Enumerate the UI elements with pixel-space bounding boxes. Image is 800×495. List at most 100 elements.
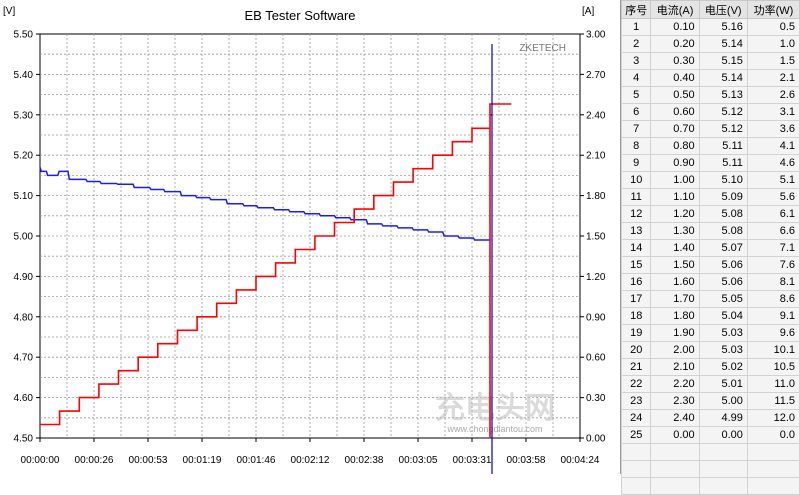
row-voltage: 5.00 — [698, 392, 748, 410]
table-row[interactable] — [620, 443, 800, 461]
header-voltage[interactable]: 电压(V) — [698, 0, 748, 19]
table-row[interactable]: 2 0.20 5.14 1.0 — [620, 35, 800, 53]
table-row[interactable]: 5 0.50 5.13 2.6 — [620, 86, 800, 104]
table-row[interactable]: 24 2.40 4.99 12.0 — [620, 409, 800, 427]
y-right-tick-label: 2.70 — [586, 70, 606, 81]
table-row[interactable]: 15 1.50 5.06 7.6 — [620, 256, 800, 274]
row-voltage — [698, 477, 748, 495]
row-voltage — [698, 443, 748, 461]
row-power: 5.1 — [746, 171, 800, 189]
row-voltage: 5.16 — [698, 18, 748, 36]
table-header-row: 序号 电流(A) 电压(V) 功率(W) — [620, 0, 800, 19]
y-right-tick-label: 2.10 — [586, 151, 606, 162]
table-row[interactable] — [620, 460, 800, 478]
row-index: 23 — [620, 392, 652, 410]
row-current: 2.20 — [650, 375, 700, 393]
current-series-line — [40, 103, 512, 438]
table-row[interactable]: 3 0.30 5.15 1.5 — [620, 52, 800, 70]
row-current: 1.30 — [650, 222, 700, 240]
row-index: 19 — [620, 324, 652, 342]
row-voltage: 5.15 — [698, 52, 748, 70]
row-index: 21 — [620, 358, 652, 376]
row-power — [746, 477, 800, 495]
y-left-unit-label: [V] — [3, 6, 15, 17]
row-power: 6.6 — [746, 222, 800, 240]
table-row[interactable] — [620, 477, 800, 495]
row-power — [746, 443, 800, 461]
row-index: 16 — [620, 273, 652, 291]
header-power[interactable]: 功率(W) — [746, 0, 800, 19]
row-current — [650, 443, 700, 461]
row-voltage: 4.99 — [698, 409, 748, 427]
row-current: 0.30 — [650, 52, 700, 70]
x-tick-label: 00:00:26 — [75, 455, 114, 466]
table-row[interactable]: 4 0.40 5.14 2.1 — [620, 69, 800, 87]
table-row[interactable]: 11 1.10 5.09 5.6 — [620, 188, 800, 206]
table-row[interactable]: 9 0.90 5.11 4.6 — [620, 154, 800, 172]
x-tick-label: 00:04:24 — [561, 455, 600, 466]
x-tick-label: 00:00:00 — [21, 455, 60, 466]
table-row[interactable]: 8 0.80 5.11 4.1 — [620, 137, 800, 155]
row-power: 2.1 — [746, 69, 800, 87]
table-row[interactable]: 23 2.30 5.00 11.5 — [620, 392, 800, 410]
header-index[interactable]: 序号 — [620, 0, 652, 19]
x-tick-label: 00:03:05 — [399, 455, 438, 466]
table-row[interactable]: 14 1.40 5.07 7.1 — [620, 239, 800, 257]
y-left-tick-label: 4.90 — [14, 272, 34, 283]
y-left-tick-label: 4.60 — [14, 393, 34, 404]
row-index: 22 — [620, 375, 652, 393]
table-row[interactable]: 12 1.20 5.08 6.1 — [620, 205, 800, 223]
x-tick-label: 00:03:58 — [507, 455, 546, 466]
row-index: 4 — [620, 69, 652, 87]
table-row[interactable]: 1 0.10 5.16 0.5 — [620, 18, 800, 36]
x-tick-label: 00:01:46 — [237, 455, 276, 466]
table-body: 1 0.10 5.16 0.5 2 0.20 5.14 1.0 3 0.30 5.15 1.5 4 0.4… — [620, 18, 800, 495]
table-row[interactable]: 7 0.70 5.12 3.6 — [620, 120, 800, 138]
brand-label: ZKETECH — [519, 43, 566, 54]
row-power: 6.1 — [746, 205, 800, 223]
row-voltage: 5.01 — [698, 375, 748, 393]
y-left-tick-label: 5.40 — [14, 70, 34, 81]
row-current: 0.10 — [650, 18, 700, 36]
table-row[interactable]: 13 1.30 5.08 6.6 — [620, 222, 800, 240]
row-current — [650, 477, 700, 495]
table-row[interactable]: 20 2.00 5.03 10.1 — [620, 341, 800, 359]
row-index — [620, 443, 652, 461]
row-current: 0.40 — [650, 69, 700, 87]
chart-svg[interactable]: 5.50 5.40 5.30 5.20 5.10 5.00 4.90 4.80 4.70 4.60… — [0, 0, 618, 474]
row-current: 0.70 — [650, 120, 700, 138]
row-current: 1.00 — [650, 171, 700, 189]
y-right-tick-label: 1.20 — [586, 272, 606, 283]
row-power: 2.6 — [746, 86, 800, 104]
y-left-tick-label: 5.10 — [14, 191, 34, 202]
table-row[interactable]: 22 2.20 5.01 11.0 — [620, 375, 800, 393]
table-row[interactable]: 21 2.10 5.02 10.5 — [620, 358, 800, 376]
y-left-tick-label: 5.30 — [14, 110, 34, 121]
row-index: 1 — [620, 18, 652, 36]
row-voltage: 5.02 — [698, 358, 748, 376]
row-voltage: 5.07 — [698, 239, 748, 257]
row-index: 8 — [620, 137, 652, 155]
table-row[interactable]: 16 1.60 5.06 8.1 — [620, 273, 800, 291]
table-row[interactable]: 17 1.70 5.05 8.6 — [620, 290, 800, 308]
row-index: 3 — [620, 52, 652, 70]
row-index: 17 — [620, 290, 652, 308]
row-voltage — [698, 460, 748, 478]
row-index: 14 — [620, 239, 652, 257]
header-current[interactable]: 电流(A) — [650, 0, 700, 19]
row-index: 11 — [620, 188, 652, 206]
table-row[interactable]: 19 1.90 5.03 9.6 — [620, 324, 800, 342]
x-tick-label: 00:02:38 — [345, 455, 384, 466]
row-voltage: 0.00 — [698, 426, 748, 444]
y-right-tick-label: 0.60 — [586, 353, 606, 364]
table-row[interactable]: 25 0.00 0.00 0.0 — [620, 426, 800, 444]
row-power: 5.6 — [746, 188, 800, 206]
table-row[interactable]: 6 0.60 5.12 3.1 — [620, 103, 800, 121]
row-power: 8.6 — [746, 290, 800, 308]
table-row[interactable]: 10 1.00 5.10 5.1 — [620, 171, 800, 189]
data-table: 序号 电流(A) 电压(V) 功率(W) 1 0.10 5.16 0.5 2 0.20 5.… — [620, 0, 800, 495]
row-current: 2.10 — [650, 358, 700, 376]
row-current: 1.40 — [650, 239, 700, 257]
y-left-tick-label: 4.70 — [14, 353, 34, 364]
table-row[interactable]: 18 1.80 5.04 9.1 — [620, 307, 800, 325]
